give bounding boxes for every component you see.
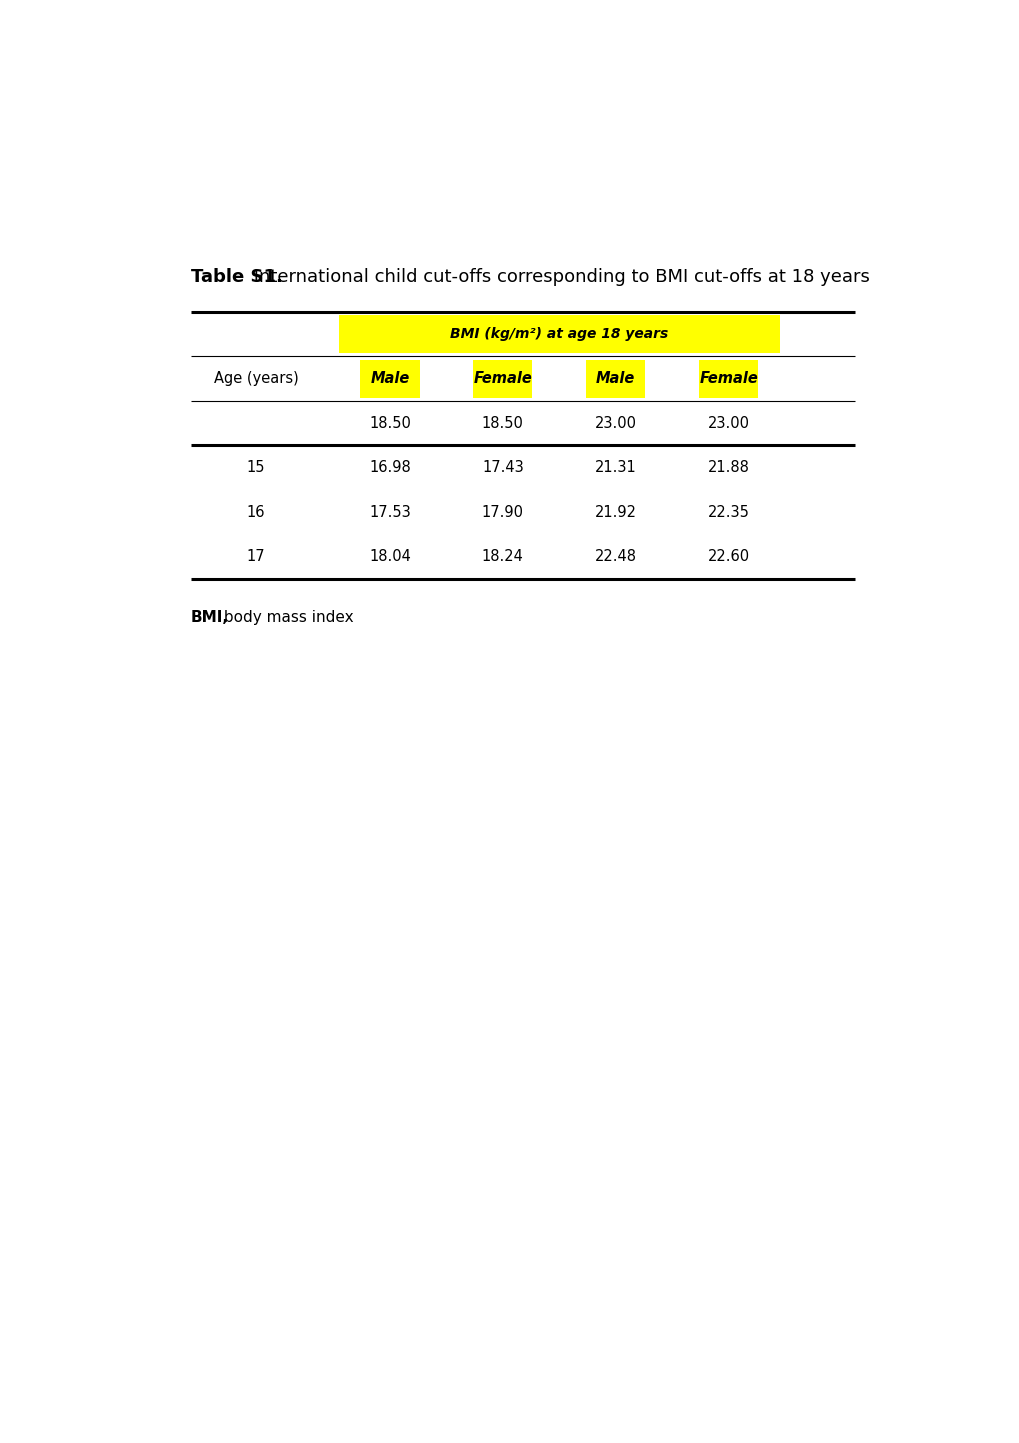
Text: Male: Male [370,371,410,387]
Text: Female: Female [473,371,532,387]
Text: Table S1.: Table S1. [191,267,282,286]
Text: 16.98: 16.98 [369,460,411,475]
Text: 21.88: 21.88 [707,460,749,475]
Text: 21.92: 21.92 [594,505,636,519]
Text: 23.00: 23.00 [707,416,749,430]
Text: BMI (kg/m²) at age 18 years: BMI (kg/m²) at age 18 years [449,328,667,342]
Bar [360,359,419,398]
Text: Female: Female [699,371,757,387]
Text: 18.50: 18.50 [481,416,523,430]
Bar [586,359,645,398]
Text: 18.24: 18.24 [481,548,523,564]
Text: Age (years): Age (years) [213,371,298,387]
Text: International child cut-offs corresponding to BMI cut-offs at 18 years: International child cut-offs correspondi… [249,267,869,286]
Text: 23.00: 23.00 [594,416,636,430]
Text: 22.48: 22.48 [594,548,636,564]
Text: 17: 17 [247,548,265,564]
Bar [473,359,532,398]
Text: 18.04: 18.04 [369,548,411,564]
Text: 21.31: 21.31 [594,460,636,475]
Text: 22.35: 22.35 [707,505,749,519]
Text: 22.60: 22.60 [707,548,749,564]
Bar [338,316,780,354]
Text: 18.50: 18.50 [369,416,411,430]
Bar [698,359,757,398]
Text: 16: 16 [247,505,265,519]
Text: Male: Male [595,371,635,387]
Text: 17.90: 17.90 [481,505,524,519]
Text: 15: 15 [247,460,265,475]
Text: body mass index: body mass index [219,610,354,625]
Text: 17.53: 17.53 [369,505,411,519]
Text: BMI,: BMI, [191,610,228,625]
Text: 17.43: 17.43 [482,460,523,475]
